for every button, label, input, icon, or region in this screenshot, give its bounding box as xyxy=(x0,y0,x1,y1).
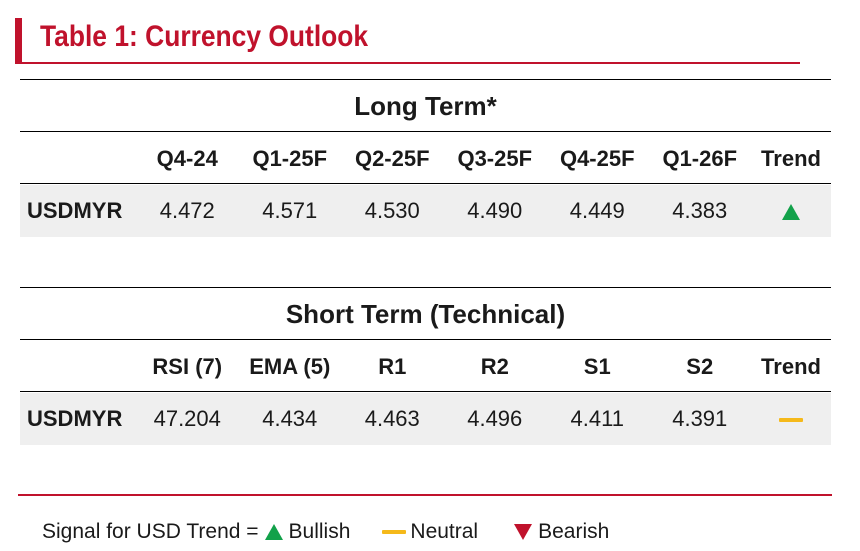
trend-cell xyxy=(751,406,831,432)
legend-prefix: Signal for USD Trend = xyxy=(42,520,259,543)
table-row: USDMYR 47.204 4.434 4.463 4.496 4.411 4.… xyxy=(20,393,831,445)
value-cell: 47.204 xyxy=(153,406,221,431)
column-header: Q3-25F xyxy=(457,146,533,171)
column-header: Q1-25F xyxy=(252,146,328,171)
table-title: Table 1: Currency Outlook xyxy=(40,20,369,53)
divider xyxy=(20,183,831,184)
divider xyxy=(20,79,831,80)
row-label: USDMYR xyxy=(27,406,123,431)
value-cell: 4.391 xyxy=(672,406,728,431)
column-header: R1 xyxy=(378,354,407,379)
column-header: RSI (7) xyxy=(152,354,223,379)
value-cell: 4.383 xyxy=(672,198,728,223)
table-row: USDMYR 4.472 4.571 4.530 4.490 4.449 4.3… xyxy=(20,185,831,237)
value-cell: 4.449 xyxy=(569,198,625,223)
bearish-triangle-icon xyxy=(514,524,533,540)
divider xyxy=(20,339,831,340)
divider xyxy=(20,287,831,288)
value-cell: 4.463 xyxy=(364,406,420,431)
legend-neutral: Neutral xyxy=(382,520,478,544)
trend-cell xyxy=(751,198,831,224)
legend-bullish-label: Bullish xyxy=(288,520,351,543)
short-term-heading: Short Term (Technical) xyxy=(285,299,566,329)
row-label: USDMYR xyxy=(27,198,123,223)
legend-divider xyxy=(18,494,832,496)
trend-header: Trend xyxy=(761,146,821,171)
value-cell: 4.490 xyxy=(467,198,523,223)
bullish-triangle-icon xyxy=(264,524,283,540)
value-cell: 4.472 xyxy=(159,198,215,223)
trend-header: Trend xyxy=(761,354,821,379)
long-term-heading: Long Term* xyxy=(354,91,497,121)
value-cell: 4.571 xyxy=(262,198,318,223)
column-header: R2 xyxy=(480,354,509,379)
divider xyxy=(20,391,831,392)
bullish-triangle-icon xyxy=(782,204,800,221)
value-cell: 4.411 xyxy=(570,406,624,431)
divider xyxy=(20,131,831,132)
table-title-bar: Table 1: Currency Outlook xyxy=(15,18,800,64)
column-header: EMA (5) xyxy=(249,354,331,379)
value-cell: 4.496 xyxy=(467,406,523,431)
short-term-header-row: RSI (7) EMA (5) R1 R2 S1 S2 Trend xyxy=(20,341,831,393)
long-term-header-row: Q4-24 Q1-25F Q2-25F Q3-25F Q4-25F Q1-26F… xyxy=(20,133,831,185)
column-header: Q4-25F xyxy=(559,146,635,171)
column-header: S1 xyxy=(583,354,611,379)
legend-bearish-label: Bearish xyxy=(538,520,610,543)
neutral-dash-icon xyxy=(382,530,407,534)
value-cell: 4.434 xyxy=(262,406,318,431)
value-cell: 4.530 xyxy=(364,198,420,223)
column-header: Q2-25F xyxy=(354,146,430,171)
column-header: S2 xyxy=(686,354,714,379)
column-header: Q4-24 xyxy=(156,146,218,171)
neutral-dash-icon xyxy=(779,418,803,423)
trend-legend: Signal for USD Trend = Bullish Neutral B… xyxy=(42,518,609,546)
legend-neutral-label: Neutral xyxy=(410,520,479,543)
legend-bullish: Bullish xyxy=(264,520,351,544)
legend-bearish: Bearish xyxy=(514,520,609,544)
column-header: Q1-26F xyxy=(662,146,738,171)
